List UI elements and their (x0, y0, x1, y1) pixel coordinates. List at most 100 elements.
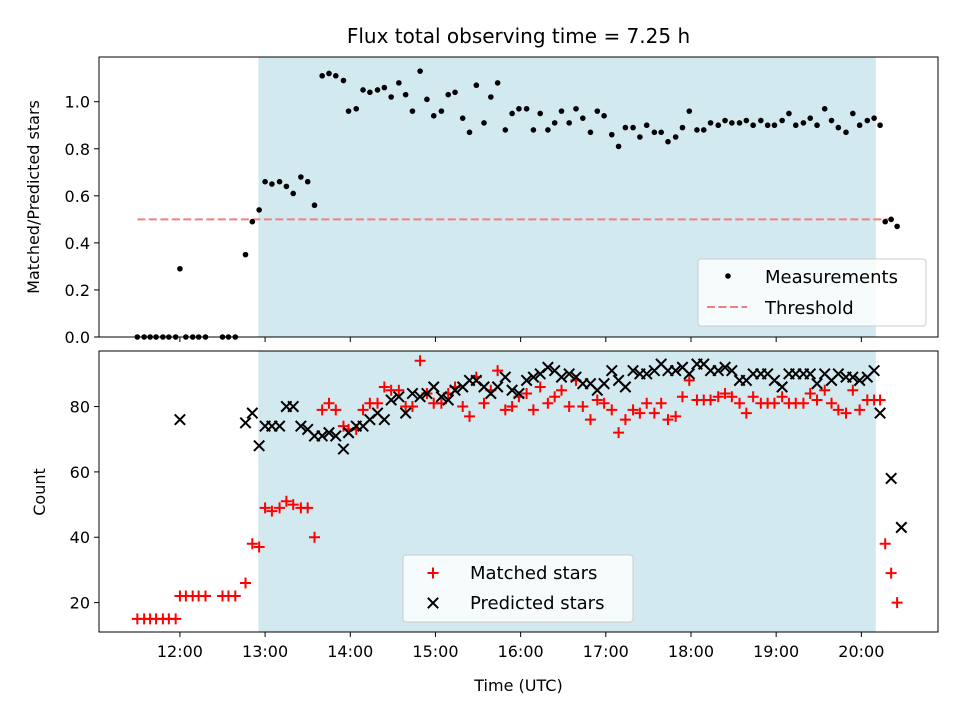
matched-star-point (705, 394, 717, 406)
measurement-point (814, 122, 820, 129)
matched-star-point (619, 414, 631, 426)
measurement-point (269, 181, 275, 187)
matched-star-point (240, 577, 252, 589)
top-y-tick-label: 0.4 (65, 234, 90, 253)
predicted-star-point (712, 364, 725, 377)
matched-star-point (804, 387, 816, 399)
measurement-point (388, 94, 394, 100)
predicted-star-point (239, 416, 252, 429)
predicted-star-point (287, 400, 300, 413)
measurement-point (311, 202, 318, 209)
matched-star-point (534, 381, 546, 393)
predicted-star-point (323, 426, 335, 439)
matched-star-point (266, 505, 278, 517)
matched-star-point (879, 538, 891, 550)
top-panel: 0.0 0.2 0.4 0.6 0.8 1.0 Flux total observing … (24, 24, 939, 347)
legend-matched-marker (427, 567, 439, 579)
matched-star-point (253, 541, 265, 553)
measurement-point (630, 124, 636, 131)
matched-star-point (406, 401, 418, 413)
predicted-star-point (555, 371, 568, 384)
matched-star-point (229, 590, 241, 602)
matched-star-point (676, 391, 688, 403)
matched-star-point (891, 597, 903, 609)
x-tick-label: 20:00 (838, 642, 884, 661)
measurement-point (835, 124, 842, 131)
chart-title: Flux total observing time = 7.25 h (347, 24, 690, 48)
bottom-y-tick-label: 40 (70, 528, 90, 547)
measurement-point (771, 122, 778, 129)
measurement-point (729, 120, 735, 126)
measurement-point (573, 105, 579, 112)
measurement-point (551, 120, 558, 126)
matched-star-point (378, 381, 390, 393)
predicted-star-point (253, 439, 266, 452)
measurement-point (750, 122, 756, 129)
predicted-star-point (627, 364, 639, 377)
matched-star-point (768, 397, 780, 409)
predicted-star-point (174, 413, 186, 426)
matched-star-point (259, 502, 271, 514)
x-tick-label: 17:00 (583, 642, 629, 661)
matched-star-point (393, 384, 405, 396)
top-y-tick-label: 0.8 (65, 140, 90, 159)
matched-star-point (499, 404, 511, 416)
predicted-star-point (563, 367, 576, 380)
predicted-star-point (598, 377, 611, 390)
matched-star-point (606, 404, 618, 416)
measurement-point (545, 127, 551, 133)
measurement-point (537, 110, 544, 117)
measurement-point (821, 105, 828, 112)
x-axis-label: Time (UTC) (473, 676, 562, 695)
measurement-point (367, 89, 373, 96)
predicted-star-point (619, 381, 632, 393)
predicted-star-point (449, 384, 461, 397)
measurement-point (177, 265, 183, 272)
predicted-star-point (683, 367, 696, 380)
matched-star-point (648, 407, 660, 419)
matched-star-point (372, 397, 384, 409)
top-y-tick-label: 1.0 (65, 93, 90, 112)
measurement-point (530, 127, 537, 133)
measurement-point (256, 207, 262, 213)
top-y-axis-label: Matched/Predicted stars (24, 100, 43, 294)
matched-star-point (330, 404, 342, 416)
matched-star-point (613, 427, 625, 439)
matched-star-point (726, 391, 738, 403)
matched-star-point (826, 397, 838, 409)
measurement-point (290, 190, 297, 197)
legend-threshold-label: Threshold (764, 298, 854, 319)
measurement-point (807, 115, 814, 121)
bottom-panel: 20 40 60 80 12:00 13:00 14:00 15:00 16:00 17:00 1… (30, 350, 939, 695)
predicted-star-point (885, 472, 898, 485)
x-tick-label: 15:00 (412, 642, 458, 661)
measurement-point (864, 117, 871, 124)
legend-frame (697, 258, 927, 327)
predicted-star-point (316, 430, 329, 442)
measurement-point (340, 77, 347, 84)
legend-frame (402, 554, 634, 623)
legend-predicted-label: Predicted stars (470, 593, 604, 614)
measurement-point (424, 96, 430, 103)
matched-star-point (549, 391, 561, 403)
bottom-y-tick-label: 60 (70, 463, 90, 482)
matched-star-point (840, 407, 852, 419)
matched-star-point (478, 397, 490, 409)
matched-star-point (712, 391, 724, 403)
predicted-star-point (776, 381, 789, 393)
measurement-point (304, 178, 311, 185)
measurement-point (326, 70, 332, 77)
matched-star-point (527, 404, 539, 416)
measurement-point (700, 127, 707, 133)
matched-star-point (170, 613, 182, 625)
matched-star-point (274, 502, 286, 514)
predicted-star-point (853, 374, 866, 387)
predicted-star-point (846, 371, 859, 384)
measurement-point (871, 115, 877, 121)
matched-star-point (591, 394, 603, 406)
measurement-point (679, 124, 686, 131)
measurement-point (488, 94, 494, 100)
measurement-point (345, 108, 352, 114)
measurement-point (381, 84, 388, 91)
predicted-star-point (527, 371, 540, 384)
